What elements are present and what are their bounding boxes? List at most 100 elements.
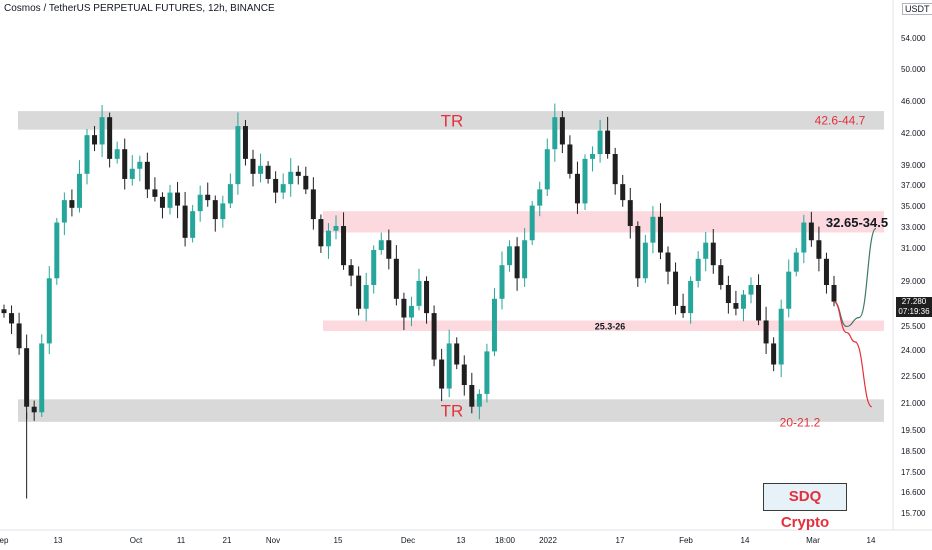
- zone-value-mid-support: 25.3-26: [595, 322, 626, 332]
- candle: [590, 146, 596, 172]
- candle: [756, 274, 762, 326]
- candle: [175, 181, 181, 219]
- candle: [544, 138, 550, 197]
- candle: [816, 226, 822, 272]
- x-tick-label: 21: [223, 536, 232, 545]
- y-tick-label: 39.000: [901, 161, 926, 170]
- candle: [24, 334, 30, 420]
- candle: [695, 251, 701, 288]
- x-tick-label: 14: [867, 536, 876, 545]
- candle: [703, 231, 709, 272]
- candle: [122, 138, 128, 190]
- candle: [220, 195, 226, 228]
- y-tick-label: 17.500: [901, 468, 926, 477]
- candle: [778, 299, 784, 378]
- x-tick-label: ep: [0, 536, 9, 545]
- y-tick-label: 29.000: [901, 277, 926, 286]
- candle: [250, 149, 256, 187]
- candle: [461, 355, 467, 396]
- candle: [76, 160, 82, 213]
- candle: [786, 259, 792, 318]
- author-watermark: SDQ Crypto: [763, 483, 847, 531]
- zone-mid-support: [323, 320, 884, 332]
- candle: [333, 215, 339, 240]
- x-tick-label: 15: [334, 536, 343, 545]
- y-tick-label: 19.500: [901, 426, 926, 435]
- candle: [635, 221, 641, 287]
- y-tick-label: 46.000: [901, 97, 926, 106]
- x-tick-label: Dec: [401, 536, 415, 545]
- candle: [114, 141, 120, 164]
- candle: [733, 290, 739, 316]
- candle: [137, 155, 143, 182]
- candle: [688, 276, 694, 324]
- candle: [46, 266, 52, 355]
- x-tick-label: Nov: [266, 536, 280, 545]
- candle: [152, 177, 158, 202]
- candle: [725, 275, 731, 314]
- x-tick-label: 13: [457, 536, 466, 545]
- candle: [793, 247, 799, 277]
- candle: [280, 173, 286, 200]
- candle: [484, 343, 490, 403]
- x-tick-label: 11: [177, 536, 186, 545]
- y-tick-label: 42.000: [901, 129, 926, 138]
- y-tick-label: 16.600: [901, 488, 926, 497]
- candle: [597, 119, 603, 163]
- candle: [424, 276, 430, 324]
- candle: [567, 135, 573, 179]
- candle: [552, 103, 558, 162]
- candle: [288, 158, 294, 197]
- y-tick-label: 31.000: [901, 244, 926, 253]
- candle: [258, 153, 264, 183]
- candle: [582, 154, 588, 211]
- bullish-path: [833, 227, 877, 328]
- candle: [212, 195, 218, 232]
- candle: [620, 174, 626, 207]
- candle: [823, 252, 829, 294]
- candle: [84, 129, 90, 185]
- candle: [1, 304, 7, 318]
- countdown: 07:19:36: [898, 307, 930, 316]
- candle: [529, 200, 535, 245]
- candle: [771, 337, 777, 372]
- zone-upper-resistance: [323, 211, 884, 233]
- candle: [416, 268, 422, 311]
- candle: [507, 240, 513, 272]
- candle: [235, 112, 241, 195]
- x-tick-label: 18:00: [495, 536, 516, 545]
- x-tick-label: 14: [741, 536, 750, 545]
- candle: [763, 306, 769, 355]
- chart-title: Cosmos / TetherUS PERPETUAL FUTURES, 12h…: [4, 3, 275, 14]
- x-tick-label: 2022: [539, 536, 557, 545]
- candle: [537, 181, 543, 217]
- candle: [408, 296, 414, 327]
- candle: [627, 187, 633, 239]
- candle: [454, 337, 460, 370]
- candle: [197, 185, 203, 222]
- candle: [559, 111, 565, 154]
- candle: [69, 189, 75, 217]
- candle: [718, 259, 724, 290]
- zone-top-range: [18, 111, 884, 130]
- candle: [295, 165, 301, 185]
- candle: [265, 161, 271, 184]
- y-tick-label: 15.700: [901, 509, 926, 518]
- x-tick-label: 13: [54, 536, 63, 545]
- y-tick-label: 35.000: [901, 202, 926, 211]
- zone-label-bottom-range: TR: [441, 402, 464, 421]
- candle: [393, 245, 399, 306]
- candle: [808, 211, 814, 247]
- candle: [54, 217, 60, 285]
- candle: [740, 289, 746, 322]
- candle: [363, 272, 369, 322]
- candle: [205, 182, 211, 207]
- zone-value-bottom-range: 20-21.2: [780, 416, 821, 430]
- x-tick-label: Oct: [130, 536, 143, 545]
- y-tick-label: 21.000: [901, 399, 926, 408]
- candle: [386, 229, 392, 270]
- candle: [31, 400, 37, 421]
- y-tick-label: 33.000: [901, 223, 926, 232]
- candle: [227, 173, 233, 209]
